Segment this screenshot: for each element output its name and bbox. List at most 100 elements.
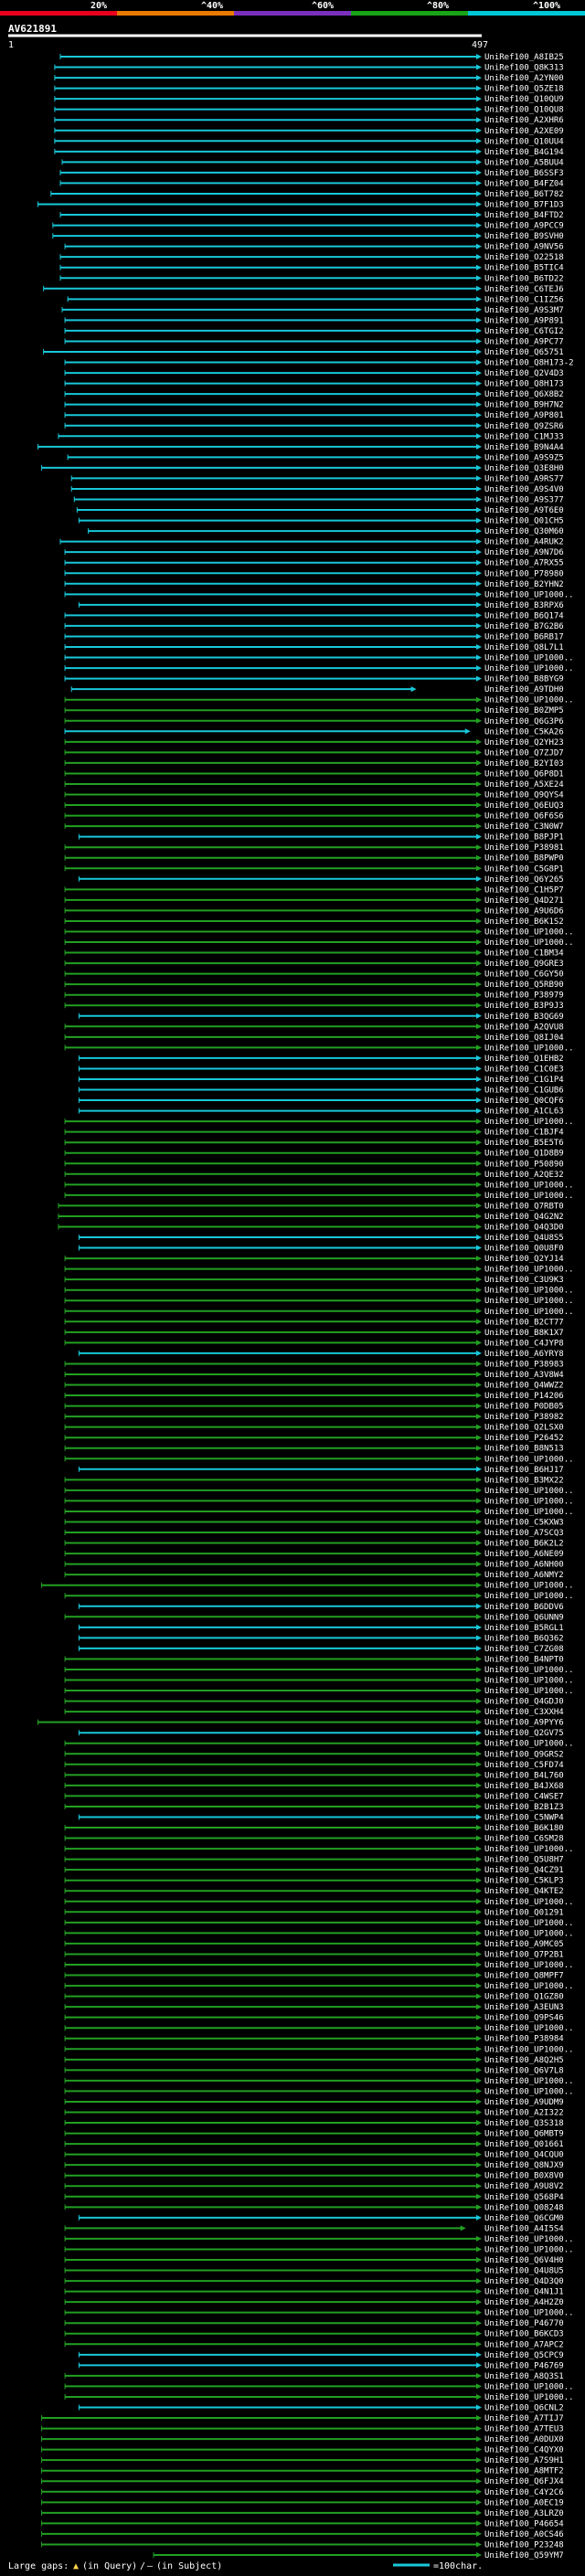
hit-label[interactable]: UniRef100_Q6UNN9 bbox=[484, 1613, 564, 1622]
hit-label[interactable]: UniRef100_Q5CPC9 bbox=[484, 2351, 564, 2360]
hit-label[interactable]: UniRef100_C3U9K3 bbox=[484, 1276, 564, 1285]
hit-label[interactable]: UniRef100_Q4KTE2 bbox=[484, 1887, 564, 1896]
hit-label[interactable]: UniRef100_Q2V4D3 bbox=[484, 369, 564, 378]
hit-label[interactable]: UniRef100_Q4U8U5 bbox=[484, 2267, 564, 2276]
hit-label[interactable]: UniRef100_UP1000.. bbox=[484, 1592, 574, 1601]
hit-label[interactable]: UniRef100_Q9GRS2 bbox=[484, 1750, 564, 1759]
hit-label[interactable]: UniRef100_C5NWP4 bbox=[484, 1813, 564, 1822]
hit-label[interactable]: UniRef100_C1MJ33 bbox=[484, 432, 564, 441]
hit-label[interactable]: UniRef100_Q10QU9 bbox=[484, 95, 564, 104]
hit-label[interactable]: UniRef100_B3RPX6 bbox=[484, 601, 564, 610]
hit-label[interactable]: UniRef100_UP1000.. bbox=[484, 1982, 574, 1991]
hit-label[interactable]: UniRef100_UP1000.. bbox=[484, 1582, 574, 1591]
hit-label[interactable]: UniRef100_Q4D271 bbox=[484, 896, 564, 906]
hit-label[interactable]: UniRef100_B5TIC4 bbox=[484, 264, 564, 273]
hit-label[interactable]: UniRef100_UP1000.. bbox=[484, 696, 574, 705]
hit-label[interactable]: UniRef100_Q6G3P6 bbox=[484, 717, 564, 726]
hit-label[interactable]: UniRef100_UP1000.. bbox=[484, 2077, 574, 2086]
hit-label[interactable]: UniRef100_UP1000.. bbox=[484, 1929, 574, 1938]
hit-label[interactable]: UniRef100_A3LRZ0 bbox=[484, 2509, 564, 2518]
hit-label[interactable]: UniRef100_B6KCD3 bbox=[484, 2330, 564, 2339]
hit-label[interactable]: UniRef100_B7G2B6 bbox=[484, 622, 564, 631]
hit-label[interactable]: UniRef100_A2XHR6 bbox=[484, 116, 564, 125]
hit-label[interactable]: UniRef100_B2YI03 bbox=[484, 759, 564, 769]
hit-label[interactable]: UniRef100_B6RB17 bbox=[484, 632, 564, 641]
hit-label[interactable]: UniRef100_UP1000.. bbox=[484, 1044, 574, 1053]
hit-label[interactable]: UniRef100_A6NH00 bbox=[484, 1561, 564, 1570]
hit-label[interactable]: UniRef100_Q5RB90 bbox=[484, 981, 564, 990]
hit-label[interactable]: UniRef100_A7TIJ7 bbox=[484, 2414, 564, 2423]
hit-label[interactable]: UniRef100_A9PC77 bbox=[484, 337, 564, 346]
hit-label[interactable]: UniRef100_A6YRY8 bbox=[484, 1350, 564, 1359]
hit-label[interactable]: UniRef100_C1G1P4 bbox=[484, 1076, 564, 1085]
hit-label[interactable]: UniRef100_A0CS46 bbox=[484, 2530, 564, 2539]
hit-label[interactable]: UniRef100_UP1000.. bbox=[484, 1845, 574, 1854]
hit-label[interactable]: UniRef100_B0ZMP5 bbox=[484, 706, 564, 716]
hit-label[interactable]: UniRef100_P38984 bbox=[484, 2035, 564, 2044]
hit-label[interactable]: UniRef100_Q9QYS4 bbox=[484, 791, 564, 800]
hit-label[interactable]: UniRef100_B5RGL1 bbox=[484, 1624, 564, 1633]
hit-label[interactable]: UniRef100_P50890 bbox=[484, 1160, 564, 1169]
hit-label[interactable]: UniRef100_UP1000.. bbox=[484, 1297, 574, 1306]
hit-label[interactable]: UniRef100_UP1000.. bbox=[484, 2382, 574, 2391]
hit-label[interactable]: UniRef100_A8Q2H5 bbox=[484, 2056, 564, 2065]
hit-label[interactable]: UniRef100_P26452 bbox=[484, 1434, 564, 1443]
hit-label[interactable]: UniRef100_A9UDM9 bbox=[484, 2098, 564, 2107]
hit-label[interactable]: UniRef100_B6SSF3 bbox=[484, 169, 564, 178]
hit-label[interactable]: UniRef100_UP1000.. bbox=[484, 654, 574, 663]
hit-label[interactable]: UniRef100_UP1000.. bbox=[484, 1308, 574, 1317]
hit-label[interactable]: UniRef100_C1GUB6 bbox=[484, 1087, 564, 1096]
hit-label[interactable]: UniRef100_A0DUX0 bbox=[484, 2435, 564, 2444]
hit-label[interactable]: UniRef100_B8PJP1 bbox=[484, 833, 564, 843]
hit-label[interactable]: UniRef100_B4L760 bbox=[484, 1771, 564, 1780]
hit-label[interactable]: UniRef100_C6TGI2 bbox=[484, 327, 564, 336]
hit-label[interactable]: UniRef100_Q6FJX4 bbox=[484, 2477, 564, 2486]
hit-label[interactable]: UniRef100_Q10QU8 bbox=[484, 106, 564, 115]
hit-label[interactable]: UniRef100_Q4N1J1 bbox=[484, 2288, 564, 2297]
hit-label[interactable]: UniRef100_UP1000.. bbox=[484, 1181, 574, 1190]
hit-label[interactable]: UniRef100_B6HJ17 bbox=[484, 1466, 564, 1475]
hit-label[interactable]: UniRef100_B6K2L2 bbox=[484, 1540, 564, 1549]
hit-label[interactable]: UniRef100_B6K1S2 bbox=[484, 917, 564, 927]
hit-label[interactable]: UniRef100_A2I322 bbox=[484, 2108, 564, 2117]
hit-label[interactable]: UniRef100_P46769 bbox=[484, 2361, 564, 2370]
hit-label[interactable]: UniRef100_B4NPT0 bbox=[484, 1655, 564, 1664]
hit-label[interactable]: UniRef100_UP1000.. bbox=[484, 1455, 574, 1464]
hit-label[interactable]: UniRef100_UP1000.. bbox=[484, 1192, 574, 1201]
hit-label[interactable]: UniRef100_UP1000.. bbox=[484, 1687, 574, 1696]
hit-label[interactable]: UniRef100_A9S377 bbox=[484, 496, 564, 505]
hit-label[interactable]: UniRef100_Q4G2N2 bbox=[484, 1213, 564, 1222]
hit-label[interactable]: UniRef100_A5BUU4 bbox=[484, 158, 564, 167]
hit-label[interactable]: UniRef100_A4I5S4 bbox=[484, 2224, 564, 2233]
hit-label[interactable]: UniRef100_C4Y2C6 bbox=[484, 2488, 564, 2497]
hit-label[interactable]: UniRef100_B6DDV6 bbox=[484, 1603, 564, 1612]
hit-label[interactable]: UniRef100_Q65751 bbox=[484, 348, 564, 357]
hit-label[interactable]: UniRef100_A0EC19 bbox=[484, 2498, 564, 2507]
hit-label[interactable]: UniRef100_Q4Q3D0 bbox=[484, 1223, 564, 1232]
hit-label[interactable]: UniRef100_P23248 bbox=[484, 2540, 564, 2549]
hit-label[interactable]: UniRef100_A8IB25 bbox=[484, 53, 564, 62]
hit-label[interactable]: UniRef100_UP1000.. bbox=[484, 2393, 574, 2402]
hit-label[interactable]: UniRef100_B4G194 bbox=[484, 148, 564, 157]
hit-label[interactable]: UniRef100_Q6X8B2 bbox=[484, 390, 564, 399]
hit-label[interactable]: UniRef100_B2CT77 bbox=[484, 1318, 564, 1327]
hit-label[interactable]: UniRef100_Q6CGM0 bbox=[484, 2214, 564, 2223]
hit-label[interactable]: UniRef100_P78980 bbox=[484, 569, 564, 578]
hit-label[interactable]: UniRef100_C5G8P1 bbox=[484, 864, 564, 874]
hit-label[interactable]: UniRef100_UP1000.. bbox=[484, 1118, 574, 1127]
hit-label[interactable]: UniRef100_Q8NJX9 bbox=[484, 2161, 564, 2170]
hit-label[interactable]: UniRef100_B4JX68 bbox=[484, 1782, 564, 1791]
hit-label[interactable]: UniRef100_UP1000.. bbox=[484, 928, 574, 937]
hit-label[interactable]: UniRef100_C6TEJ6 bbox=[484, 285, 564, 294]
hit-label[interactable]: UniRef100_C6SM28 bbox=[484, 1835, 564, 1844]
hit-label[interactable]: UniRef100_Q6F6S6 bbox=[484, 812, 564, 822]
hit-label[interactable]: UniRef100_A4H2Z0 bbox=[484, 2298, 564, 2307]
hit-label[interactable]: UniRef100_B5E5T6 bbox=[484, 1139, 564, 1148]
hit-label[interactable]: UniRef100_UP1000.. bbox=[484, 2309, 574, 2318]
hit-label[interactable]: UniRef100_UP1000.. bbox=[484, 1497, 574, 1506]
hit-label[interactable]: UniRef100_UP1000.. bbox=[484, 1508, 574, 1517]
hit-label[interactable]: UniRef100_UP1000.. bbox=[484, 664, 574, 673]
hit-label[interactable]: UniRef100_Q0U8F0 bbox=[484, 1245, 564, 1254]
hit-label[interactable]: UniRef100_B0X8V0 bbox=[484, 2172, 564, 2181]
hit-label[interactable]: UniRef100_B6T782 bbox=[484, 190, 564, 199]
